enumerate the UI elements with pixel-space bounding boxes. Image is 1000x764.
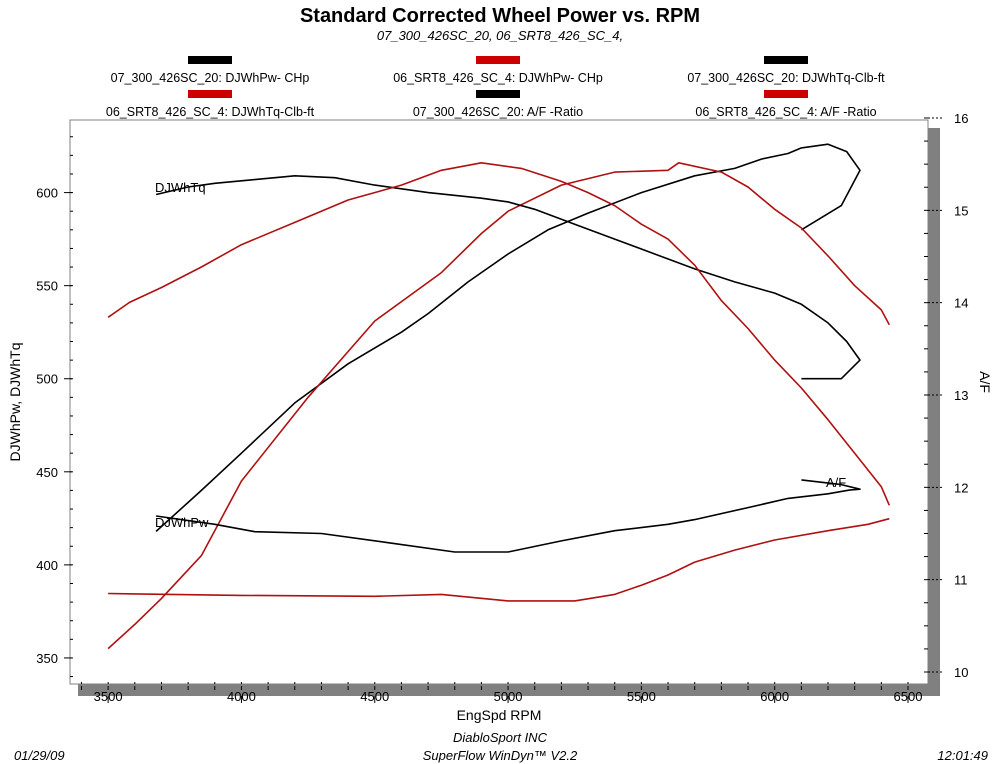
y2-tick-label: 10	[954, 665, 968, 680]
y2-tick-label: 14	[954, 296, 968, 311]
footer-software: SuperFlow WinDyn™ V2.2	[423, 748, 578, 763]
legend-label: 07_300_426SC_20: DJWhPw- CHp	[111, 71, 310, 85]
series-line-2	[155, 175, 861, 380]
x-tick-label: 6000	[760, 689, 789, 704]
curve-label: DJWhTq	[155, 180, 206, 195]
footer-time: 12:01:49	[937, 748, 988, 763]
y2-tick-label: 16	[954, 111, 968, 126]
y-tick-label: 450	[36, 465, 58, 480]
series-line-0	[155, 143, 861, 532]
legend-label: 06_SRT8_426_SC_4: DJWhPw- CHp	[393, 71, 603, 85]
plot-shadow-right	[928, 128, 940, 696]
y-tick-label: 350	[36, 651, 58, 666]
legend-swatch	[188, 90, 232, 98]
footer-company: DiabloSport INC	[453, 730, 548, 745]
plot-area	[69, 119, 929, 685]
curve-label: A/F	[826, 475, 846, 490]
x-tick-label: 5500	[627, 689, 656, 704]
legend-swatch	[764, 90, 808, 98]
series-line-5	[108, 517, 890, 602]
y2-tick-label: 15	[954, 203, 968, 218]
series-lines	[107, 143, 891, 650]
x-axis-label: EngSpd RPM	[457, 707, 542, 723]
x-tick-label: 3500	[94, 689, 123, 704]
x-tick-label: 5000	[494, 689, 523, 704]
chart-subtitle: 07_300_426SC_20, 06_SRT8_426_SC_4,	[377, 28, 623, 43]
legend-swatch	[476, 90, 520, 98]
x-tick-label: 4000	[227, 689, 256, 704]
y2-tick-label: 12	[954, 480, 968, 495]
legend-label: 06_SRT8_426_SC_4: A/F -Ratio	[695, 105, 876, 119]
legend-label: 06_SRT8_426_SC_4: DJWhTq-Clb-ft	[106, 105, 315, 119]
legend-swatch	[764, 56, 808, 64]
y-tick-label: 550	[36, 279, 58, 294]
y2-axis-label: A/F	[977, 371, 993, 393]
curve-labels: DJWhTq DJWhPw A/F	[155, 180, 846, 530]
legend: 07_300_426SC_20: DJWhPw- CHp 06_SRT8_426_…	[106, 56, 885, 119]
legend-label: 07_300_426SC_20: DJWhTq-Clb-ft	[687, 71, 885, 85]
plot-shadow-bottom	[78, 684, 940, 696]
y-tick-label: 400	[36, 558, 58, 573]
y-tick-label: 600	[36, 186, 58, 201]
legend-swatch	[188, 56, 232, 64]
y-axis-label: DJWhPw, DJWhTq	[7, 342, 23, 461]
series-line-3	[107, 162, 891, 506]
x-tick-label: 6500	[894, 689, 923, 704]
x-tick-label: 4500	[360, 689, 389, 704]
series-line-1	[107, 162, 891, 650]
legend-label: 07_300_426SC_20: A/F -Ratio	[413, 105, 583, 119]
legend-swatch	[476, 56, 520, 64]
y2-tick-label: 13	[954, 388, 968, 403]
curve-label: DJWhPw	[155, 515, 209, 530]
chart-title: Standard Corrected Wheel Power vs. RPM	[300, 5, 700, 27]
axis-ticks: 3500 4000 4500 5000 5500 6000 6500 350 400 450 500…	[36, 111, 968, 704]
y2-tick-label: 11	[954, 573, 968, 588]
y-tick-label: 500	[36, 372, 58, 387]
footer-date: 01/29/09	[14, 748, 65, 763]
series-line-4	[155, 479, 861, 553]
